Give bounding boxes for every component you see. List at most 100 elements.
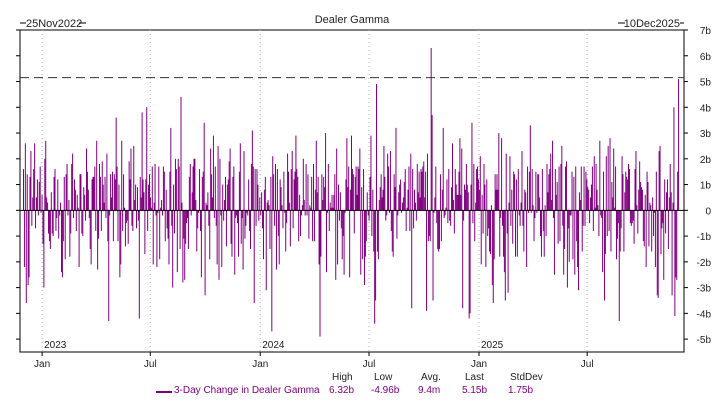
bar — [510, 210, 512, 226]
bar — [569, 210, 571, 216]
bar — [275, 163, 277, 211]
bar — [621, 156, 623, 211]
bar — [498, 133, 500, 211]
bar — [130, 148, 132, 211]
bar — [173, 184, 175, 211]
bar — [347, 187, 349, 211]
bar — [225, 210, 227, 247]
bar — [52, 210, 54, 237]
y-tick-label: -4b — [697, 309, 712, 320]
bar — [209, 210, 211, 260]
bar — [23, 169, 24, 211]
bar — [426, 210, 428, 311]
bar — [504, 210, 506, 301]
bar — [79, 174, 81, 211]
bar — [439, 210, 441, 249]
bar — [335, 210, 337, 280]
bar — [573, 176, 575, 211]
bar — [460, 194, 462, 211]
bar — [167, 210, 169, 239]
bar — [646, 171, 648, 211]
bar — [357, 166, 359, 211]
bar — [75, 210, 77, 231]
bar — [29, 176, 31, 211]
bar — [227, 179, 229, 211]
end-date-label: 10Dec2025 — [624, 18, 680, 30]
bar — [68, 200, 70, 211]
bar — [183, 210, 185, 239]
bar — [404, 169, 406, 211]
bar — [627, 179, 629, 211]
bar — [215, 210, 217, 226]
stats-header-low: Low — [374, 372, 393, 383]
bar — [426, 153, 428, 211]
bar — [384, 176, 386, 211]
bar-series — [23, 48, 680, 337]
stats-value-stddev: 1.75b — [508, 385, 534, 396]
bar — [450, 210, 452, 226]
bar — [219, 158, 221, 211]
bar — [210, 148, 212, 211]
bar — [446, 179, 448, 211]
bar — [329, 202, 331, 211]
bar — [336, 148, 338, 211]
bar — [46, 197, 48, 211]
bar — [670, 192, 672, 211]
bar — [486, 179, 488, 211]
bar — [420, 169, 422, 211]
bar — [552, 210, 554, 219]
bar — [65, 174, 67, 211]
bar — [254, 169, 256, 211]
bar — [614, 207, 616, 211]
bar — [211, 174, 213, 211]
bar — [174, 158, 176, 211]
bar — [435, 166, 437, 211]
bar — [535, 171, 537, 211]
stats-panel: High Low Avg. Last StdDev 3-Day Change i… — [0, 372, 720, 402]
bar — [250, 163, 252, 211]
bar — [525, 192, 527, 211]
bar — [401, 202, 403, 211]
bar — [323, 176, 325, 211]
bar — [112, 210, 114, 242]
bar — [485, 210, 487, 267]
bar — [626, 176, 628, 211]
bar — [137, 210, 139, 221]
bar — [116, 166, 118, 211]
bar — [383, 145, 385, 211]
bar — [57, 179, 59, 211]
bar — [492, 210, 494, 304]
bar — [43, 210, 45, 288]
bar — [149, 174, 151, 211]
bar — [630, 210, 632, 226]
bar — [313, 163, 315, 211]
bar — [412, 169, 414, 211]
bar — [375, 210, 377, 301]
bar — [473, 163, 475, 211]
bar — [567, 210, 569, 229]
bar — [379, 187, 381, 211]
bar — [501, 138, 503, 211]
bar — [325, 133, 327, 211]
bar — [89, 210, 91, 249]
bar — [147, 210, 149, 231]
bar — [376, 84, 378, 211]
bar — [230, 210, 232, 244]
bar — [565, 161, 567, 211]
bar — [603, 171, 605, 211]
bar — [622, 174, 624, 211]
bar — [461, 148, 463, 211]
bar — [517, 169, 519, 211]
bar — [344, 210, 346, 213]
bar — [537, 174, 539, 211]
bar — [526, 210, 528, 267]
bar — [268, 205, 270, 211]
bar — [581, 210, 583, 252]
bar — [458, 171, 460, 211]
bar — [523, 210, 525, 252]
bar — [451, 187, 453, 211]
bar — [181, 202, 183, 211]
bar — [235, 210, 237, 219]
bar — [516, 210, 518, 257]
bar — [333, 194, 335, 211]
